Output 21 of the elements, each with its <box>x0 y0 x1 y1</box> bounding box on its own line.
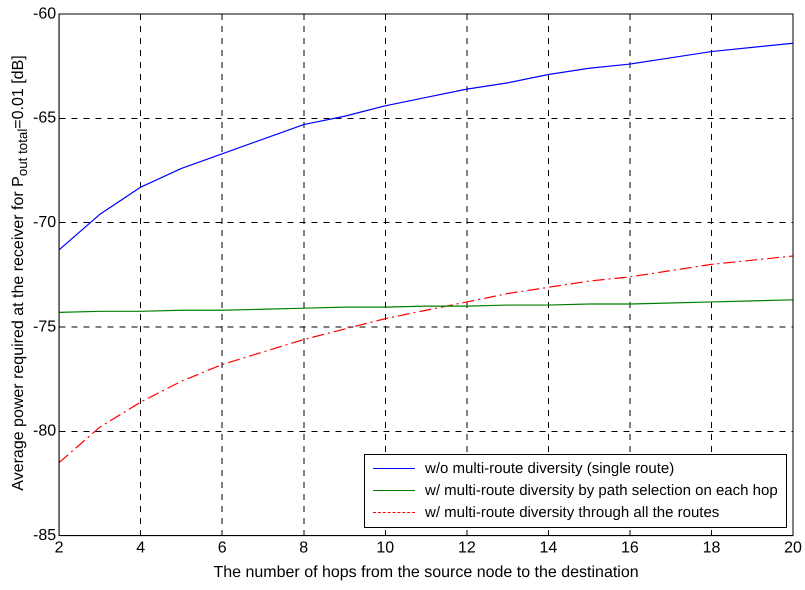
y-tick-label: -85 <box>33 527 56 544</box>
y-tick-label: -60 <box>33 5 56 22</box>
x-axis-title: The number of hops from the source node to the destination <box>213 564 639 581</box>
x-tick-label: 18 <box>702 540 720 557</box>
x-tick-label: 8 <box>299 540 308 557</box>
y-tick-label: -70 <box>33 214 56 232</box>
x-tick-label: 12 <box>458 540 476 557</box>
x-tick-label: 10 <box>376 540 394 557</box>
y-tick-label: -65 <box>33 110 56 127</box>
legend-label: w/o multi-route diversity (single route) <box>425 460 674 478</box>
legend-label: w/ multi-route diversity by path selection on each hop <box>425 482 778 500</box>
x-tick-label: 2 <box>54 540 64 557</box>
x-tick-label: 4 <box>136 540 146 557</box>
x-tick-label: 6 <box>218 540 227 557</box>
line-series <box>59 255 793 464</box>
y-tick-label: -80 <box>33 422 56 440</box>
y-tick-label: -75 <box>33 318 56 336</box>
x-tick-label: 16 <box>621 540 639 557</box>
legend-label: w/ multi-route diversity through all the routes <box>425 504 720 522</box>
x-tick-label: 14 <box>539 540 558 557</box>
x-tick-label: 20 <box>784 540 802 557</box>
